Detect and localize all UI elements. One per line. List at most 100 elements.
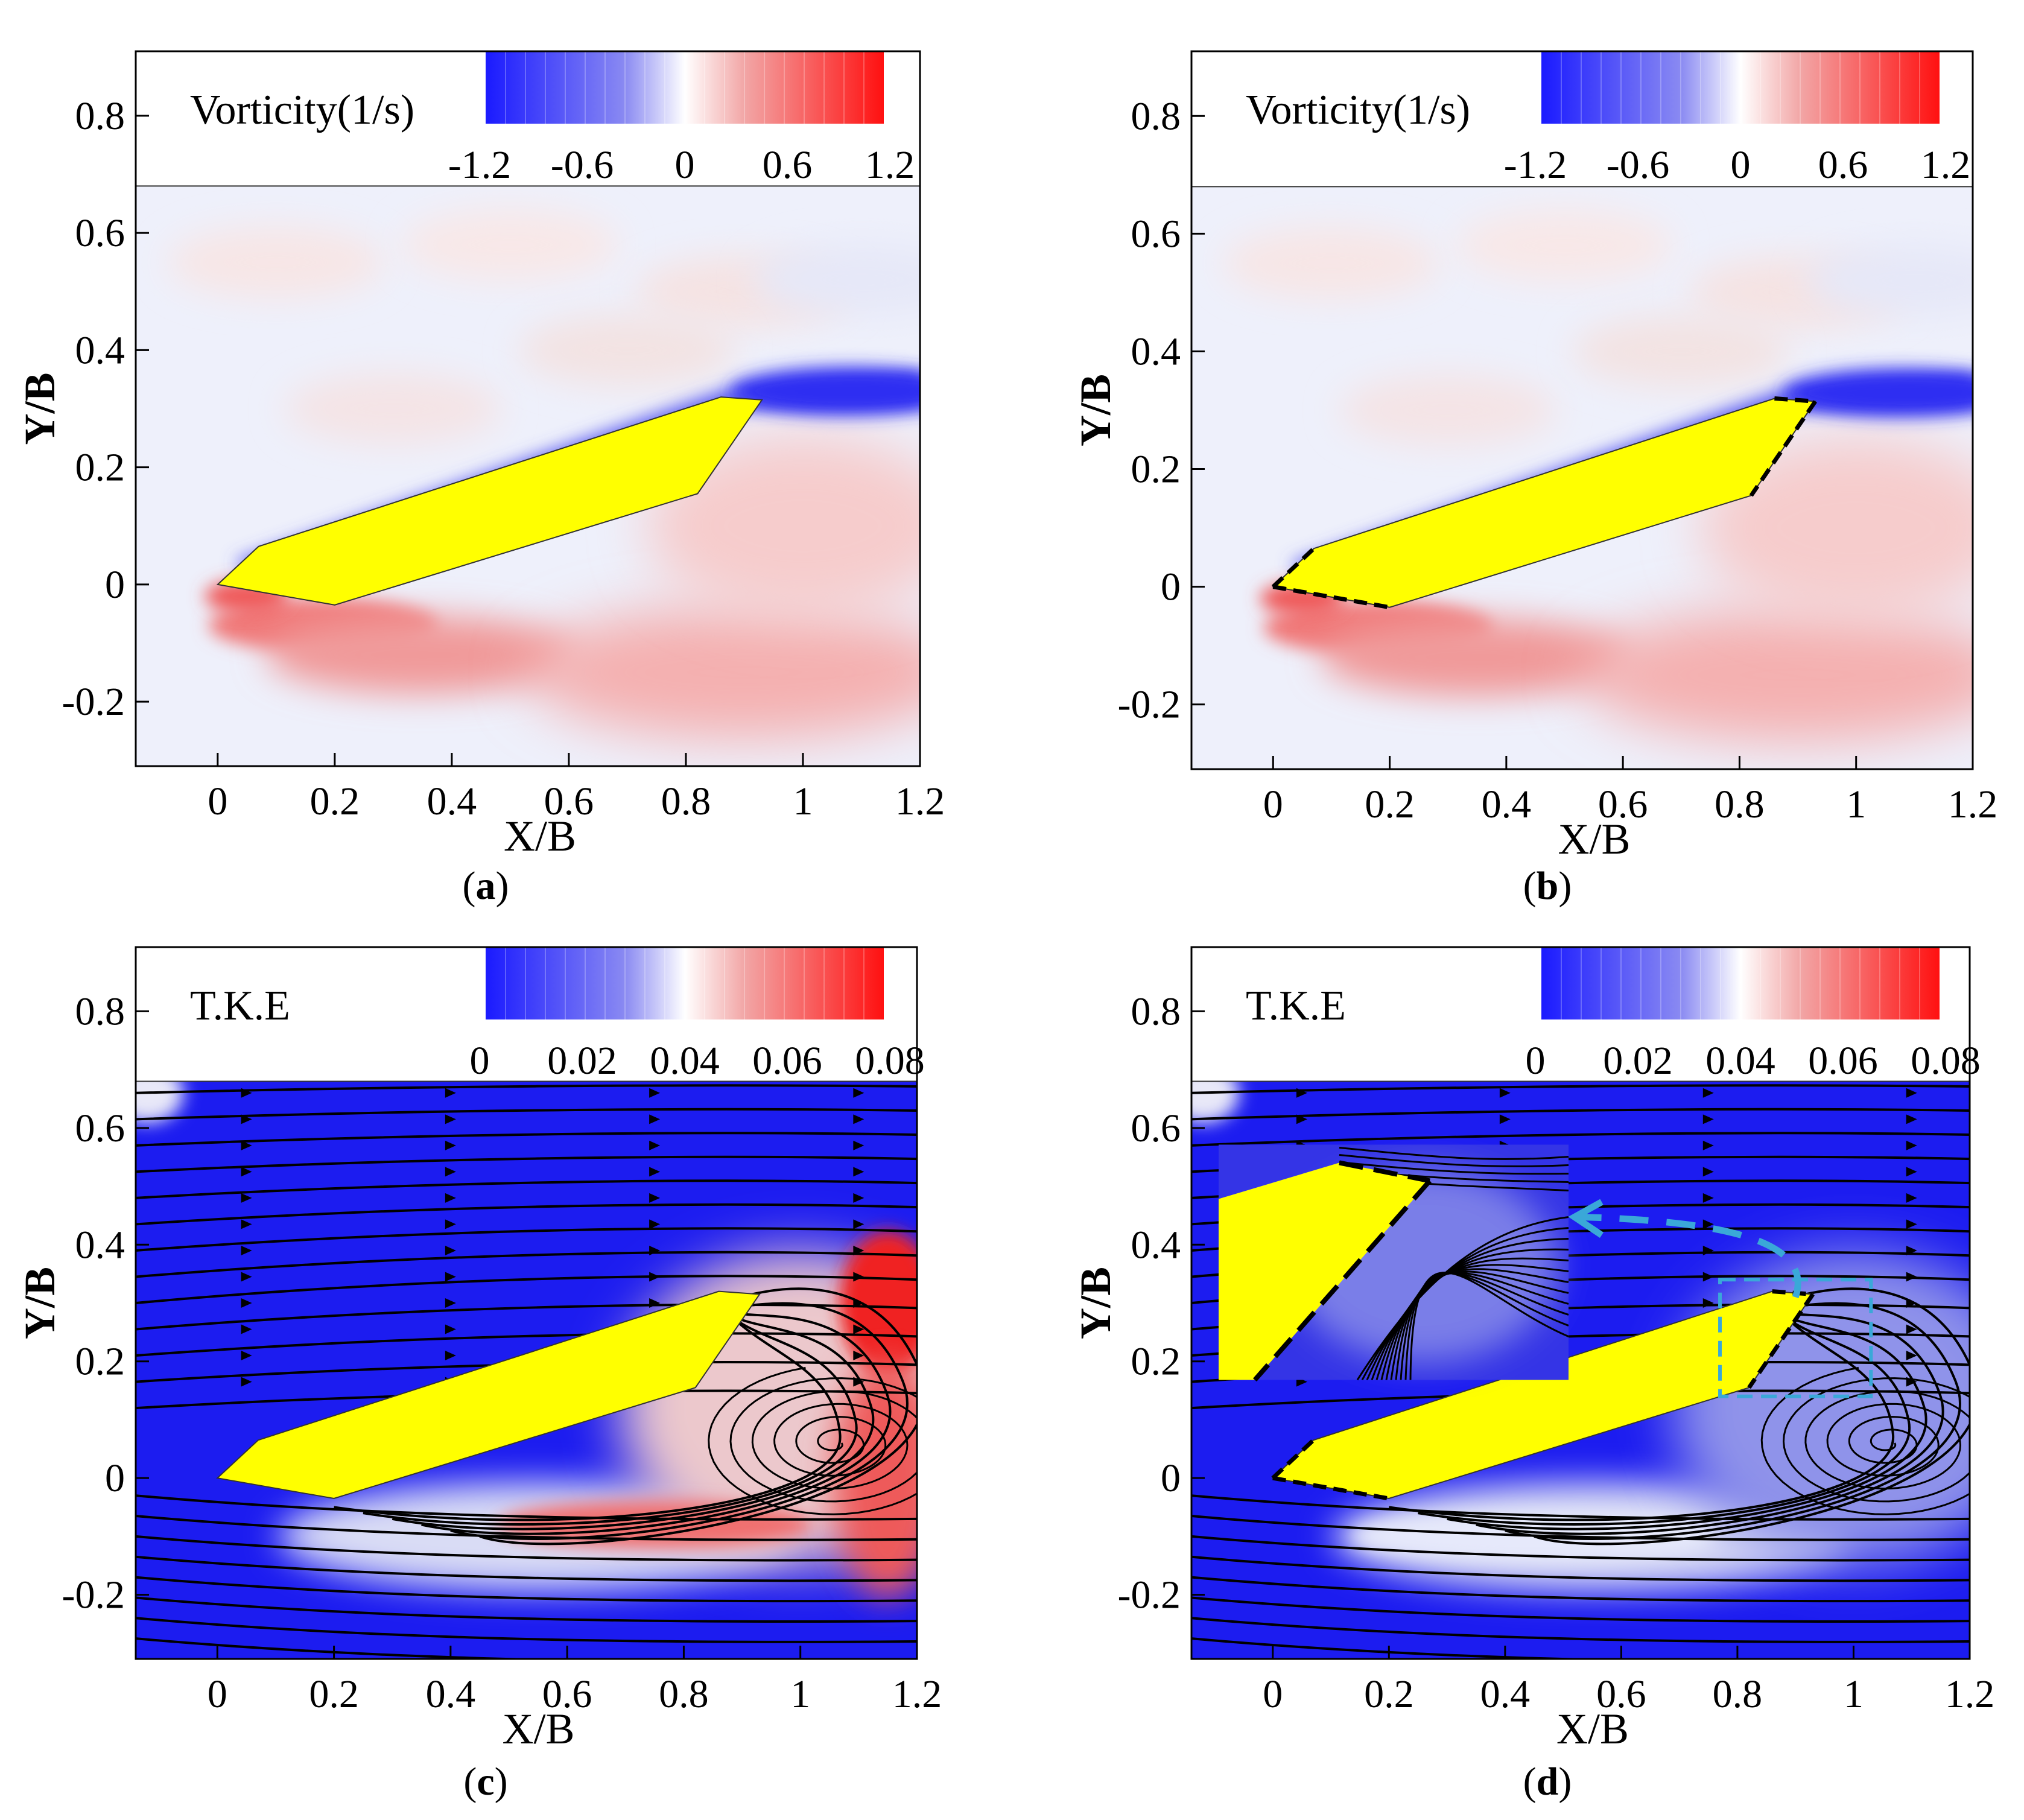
colorbar [1541, 947, 1940, 1019]
y-tick-label: 0.2 [1131, 1340, 1181, 1384]
streamline [136, 1251, 917, 1278]
y-tick-label: 0.6 [1131, 1106, 1181, 1150]
streamline-arrow [241, 1298, 252, 1308]
streamline [1191, 1637, 1612, 1659]
streamline-arrow [649, 1167, 661, 1177]
positive-vorticity-wake [1320, 618, 1634, 697]
panel-caption: (d) [1523, 1760, 1572, 1804]
streamline-arrow [853, 1245, 864, 1255]
background-patch [518, 314, 736, 387]
streamline-arrow [1906, 1377, 1917, 1387]
x-tick-label: 1 [790, 1672, 810, 1716]
streamline-arrow [853, 1298, 864, 1308]
panel-d: T.K.E0 0.02 0.04 0.06 0.080 0.2 0.4 0.6 0.8 1 1.2-… [1071, 946, 1995, 1804]
colorbar-tick-label: 1.2 [1921, 143, 1971, 187]
x-tick-label: 0.8 [659, 1672, 709, 1716]
colorbar-tick-label: -0.6 [1607, 143, 1669, 187]
streamline-arrow [1906, 1245, 1917, 1255]
modified-edge [1747, 1293, 1815, 1389]
x-tick-label: 1.2 [1948, 782, 1998, 826]
colorbar [486, 947, 884, 1019]
streamline-arrow [649, 1088, 661, 1098]
y-tick-label: 0.4 [75, 1223, 125, 1267]
x-tick-label: 0 [208, 1672, 227, 1716]
streamline-arrow [241, 1324, 252, 1334]
streamline-arrow [445, 1167, 456, 1177]
y-axis-label: Y/B [1071, 1267, 1120, 1339]
streamline-arrow [649, 1245, 661, 1255]
streamline-arrow [1906, 1298, 1917, 1308]
background-patch [1806, 244, 1973, 317]
x-tick-label: 0.2 [310, 779, 360, 823]
colorbar-tick-label: -1.2 [1504, 143, 1567, 187]
inset-streamline [1339, 1161, 1569, 1175]
x-tick-label: 0.4 [427, 779, 477, 823]
positive-vorticity-region [1699, 437, 1973, 619]
streamline-arrow [649, 1272, 661, 1282]
y-axis-label: Y/B [16, 1267, 64, 1339]
x-tick-label: 1.2 [1945, 1672, 1995, 1716]
panel-a: Vorticity(1/s) -1.2 -0.6 0 0.6 1.2 0 0.2 0.4 0.6 0… [16, 50, 945, 908]
caption-paren: ) [495, 1760, 508, 1804]
x-tick-label: 1.2 [892, 1672, 942, 1716]
streamline [136, 1576, 917, 1603]
legend-title: Vorticity(1/s) [190, 87, 414, 133]
legend-title: T.K.E [190, 983, 290, 1029]
streamline-arrow [649, 1193, 661, 1203]
streamline-arrow [1906, 1114, 1917, 1124]
inset-streamline [1339, 1153, 1569, 1167]
streamline [136, 1155, 917, 1173]
tke-peak [839, 1231, 917, 1375]
streamline-recirculation [421, 1302, 892, 1535]
streamline [1191, 1494, 1970, 1521]
caption-paren: ) [1558, 864, 1572, 908]
streamline-recirculation [334, 1302, 842, 1521]
streamline-arrow [1906, 1351, 1917, 1361]
streamline [136, 1084, 917, 1094]
streamline-recirculation [363, 1302, 858, 1526]
x-tick-label: 0.6 [544, 779, 594, 823]
background-patch [1222, 227, 1440, 300]
contour-field [1191, 186, 1973, 770]
x-tick-label: 0 [1263, 782, 1283, 826]
streamline-arrow [241, 1351, 252, 1361]
x-tick-label: 1 [1844, 1672, 1864, 1716]
y-tick-label: 0.8 [1131, 989, 1181, 1033]
positive-vorticity-wake-far [527, 606, 920, 739]
y-tick-label: 0.2 [75, 1340, 125, 1384]
plot-frame [135, 50, 921, 767]
streamline-arrow [445, 1324, 456, 1334]
streamline [136, 1637, 558, 1659]
streamline [1191, 1108, 1970, 1121]
x-tick-label: 0.4 [1482, 782, 1532, 826]
streamline [1191, 1576, 1970, 1603]
colorbar-tick-label: 0.04 [1705, 1039, 1775, 1083]
streamline-arrow [1906, 1219, 1917, 1229]
x-tick-label: 0.8 [661, 779, 711, 823]
inset-arrowhead [1568, 1199, 1604, 1238]
colorbar-tick-label: -1.2 [448, 143, 511, 187]
inset-modified-edge [1252, 1179, 1432, 1382]
streamline-arrow [853, 1088, 864, 1098]
streamline-arrow [1296, 1114, 1307, 1124]
streamline-recirculation [1418, 1302, 1911, 1526]
y-tick-label: 0.6 [75, 1106, 125, 1150]
x-tick-label: 0 [208, 779, 227, 823]
streamline [136, 1555, 917, 1582]
streamline-recirculation [1534, 1287, 1970, 1546]
streamline [136, 1494, 917, 1521]
streamline [1191, 1132, 1970, 1147]
modified-edge [1271, 1438, 1315, 1480]
streamline-arrow [241, 1114, 252, 1124]
x-tick-label: 0.6 [542, 1672, 592, 1716]
streamline-arrow [445, 1245, 456, 1255]
streamline-arrow [649, 1219, 661, 1229]
modified-edge [1774, 396, 1816, 404]
positive-vorticity-wake [265, 615, 580, 694]
streamline-arrow [1499, 1114, 1511, 1124]
y-tick-label: 0.2 [75, 446, 125, 490]
x-tick-label: 0.8 [1713, 1672, 1763, 1716]
streamline-arrow [853, 1167, 864, 1177]
caption-letter: c [477, 1760, 494, 1804]
streamline-arrow [853, 1324, 864, 1334]
